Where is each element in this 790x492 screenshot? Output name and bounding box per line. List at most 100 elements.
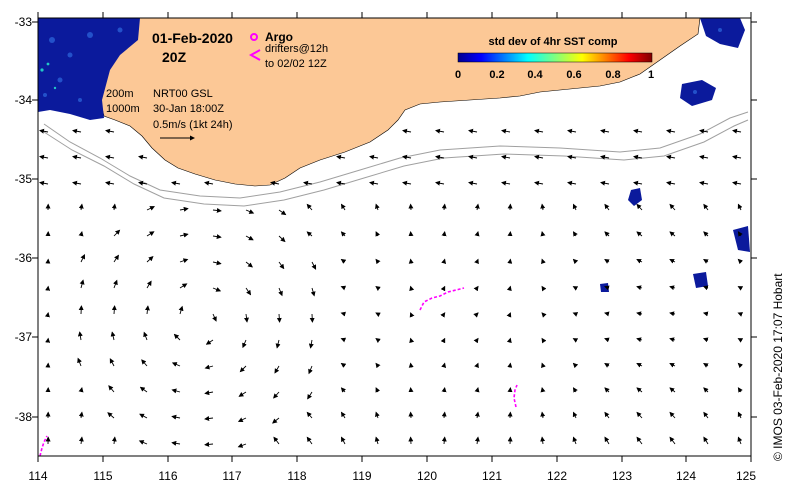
current-vector xyxy=(273,391,280,399)
current-vector xyxy=(278,287,283,297)
current-vector xyxy=(340,387,347,393)
current-vector xyxy=(375,387,381,393)
current-vector xyxy=(633,180,643,186)
current-vector xyxy=(78,387,84,393)
lon-tick: 124 xyxy=(676,469,696,483)
current-vector xyxy=(636,436,643,445)
current-vector xyxy=(138,180,148,186)
lat-tick: -37 xyxy=(15,330,33,344)
current-vector xyxy=(39,154,49,160)
current-vector xyxy=(474,258,479,265)
current-vector xyxy=(270,180,280,186)
current-vector xyxy=(274,365,280,374)
current-vector xyxy=(369,180,379,186)
current-vector xyxy=(375,258,381,265)
current-vector xyxy=(179,206,189,212)
current-vector xyxy=(276,313,282,323)
current-vector xyxy=(604,337,610,343)
current-vector xyxy=(113,254,119,263)
current-vector xyxy=(703,411,709,419)
current-vector xyxy=(572,286,579,291)
current-vector xyxy=(567,154,577,160)
credit-label: © IMOS 03-Feb-2020 17:07 Hobart xyxy=(771,273,785,461)
lon-tick: 115 xyxy=(93,469,112,483)
map-date: 01-Feb-2020 xyxy=(152,30,233,46)
current-vector xyxy=(111,203,117,211)
current-vector xyxy=(375,362,381,369)
current-vector xyxy=(501,128,511,134)
current-vector xyxy=(567,128,577,134)
current-vector xyxy=(435,128,445,134)
current-vector xyxy=(703,258,709,264)
product-label: NRT00 GSL xyxy=(153,88,213,100)
current-vector xyxy=(110,331,116,341)
current-vector xyxy=(473,312,479,318)
drifter-tracks xyxy=(39,287,518,457)
current-vector xyxy=(440,312,446,318)
current-vector xyxy=(78,436,84,445)
current-vector xyxy=(636,203,643,211)
current-vector xyxy=(212,313,217,322)
map-time: 20Z xyxy=(162,49,187,65)
current-vector xyxy=(212,260,222,266)
current-vector xyxy=(308,365,313,375)
current-vector xyxy=(78,203,84,211)
current-vector xyxy=(541,337,547,344)
current-vector xyxy=(237,417,247,422)
current-vector xyxy=(306,231,313,237)
current-vector xyxy=(541,312,547,318)
current-vector xyxy=(702,311,709,317)
current-vector xyxy=(703,436,709,445)
current-vector xyxy=(146,280,152,289)
current-vector xyxy=(636,411,643,419)
current-vector xyxy=(171,440,181,446)
current-vector xyxy=(375,231,381,237)
contour-200m xyxy=(43,111,749,199)
colorbar-tick: 0.6 xyxy=(566,69,581,81)
current-vector xyxy=(79,279,85,289)
current-vector xyxy=(737,286,744,291)
current-vector xyxy=(636,337,643,343)
lon-tick: 118 xyxy=(287,469,306,483)
current-vector xyxy=(468,180,478,186)
current-vector xyxy=(636,259,643,264)
current-vector xyxy=(732,128,742,134)
current-vector xyxy=(633,154,643,160)
current-vector xyxy=(441,387,447,393)
current-vector xyxy=(402,128,412,134)
current-vector xyxy=(669,411,676,419)
current-vector xyxy=(402,154,412,160)
colorbar-tick: 0 xyxy=(455,69,461,81)
current-vector xyxy=(72,154,82,160)
current-vector xyxy=(604,285,610,291)
current-vector xyxy=(273,436,280,445)
current-vector xyxy=(245,235,254,241)
current-vector xyxy=(212,234,222,240)
current-vector xyxy=(146,206,156,211)
current-vector xyxy=(572,387,578,393)
current-vector xyxy=(141,359,148,367)
current-vector xyxy=(179,232,189,238)
current-vector xyxy=(636,285,643,291)
current-vector xyxy=(440,337,446,344)
current-vector xyxy=(669,387,676,393)
current-vector xyxy=(737,362,744,369)
current-vector xyxy=(245,287,252,296)
current-vector xyxy=(703,362,709,368)
current-vector xyxy=(534,154,544,160)
drifter-track xyxy=(419,287,465,311)
current-vectors xyxy=(39,128,744,448)
current-vector xyxy=(237,443,247,448)
current-vector xyxy=(107,412,115,419)
lat-tick: -36 xyxy=(15,251,33,265)
current-vector xyxy=(340,411,346,419)
current-vector xyxy=(143,331,148,341)
current-vector xyxy=(604,203,610,211)
axis-ticks xyxy=(32,12,757,462)
lon-tick: 116 xyxy=(158,469,177,483)
current-vector xyxy=(534,128,544,134)
lon-tick: 122 xyxy=(547,469,567,483)
current-vector xyxy=(474,203,480,211)
lat-tick: -33 xyxy=(15,15,33,29)
